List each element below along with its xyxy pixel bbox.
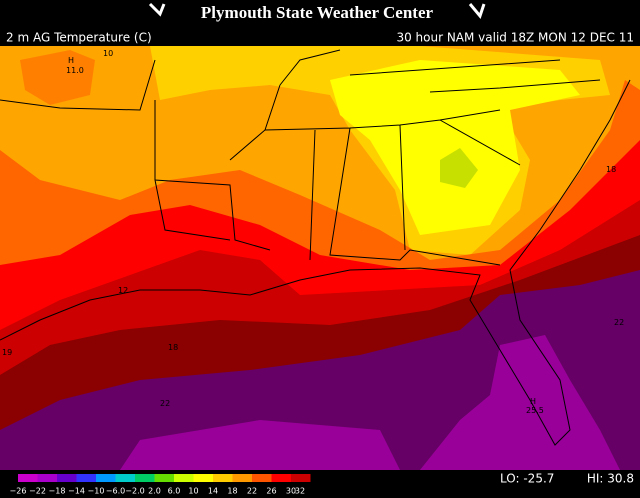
- colorbar-swatch: [135, 474, 155, 482]
- colorbar-label: 14: [208, 487, 218, 496]
- valid-label: 30 hour NAM valid 18Z MON 12 DEC 11: [396, 31, 634, 45]
- colorbar-swatch: [154, 474, 174, 482]
- field-warm: [20, 50, 95, 105]
- colorbar: −26 −22 −18 −14 −10 −6.0 −2.0 2.0 6.0 10 14 18 22 26 3…: [10, 474, 311, 496]
- contour-label: 18: [168, 343, 178, 352]
- contour-label: 22: [160, 399, 170, 408]
- contour-label: 12: [118, 286, 128, 295]
- title: Plymouth State Weather Center: [201, 3, 434, 22]
- colorbar-label: 30: [286, 487, 296, 496]
- colorbar-label: −22: [29, 487, 46, 496]
- colorbar-swatch: [193, 474, 213, 482]
- colorbar-label: 18: [227, 487, 237, 496]
- field-yellow: [330, 60, 580, 235]
- colorbar-swatch: [57, 474, 77, 482]
- colorbar-swatch: [96, 474, 116, 482]
- contour-label: 22: [614, 318, 624, 327]
- colorbar-label: −26: [10, 487, 27, 496]
- field-magenta: [120, 335, 620, 470]
- colorbar-swatch: [18, 474, 38, 482]
- colorbar-swatch: [252, 474, 272, 482]
- colorbar-label: 32: [295, 487, 305, 496]
- colorbar-label: 10: [188, 487, 198, 496]
- colorbar-label: −6.0: [106, 487, 125, 496]
- colorbar-swatch: [76, 474, 96, 482]
- logo: [148, 2, 486, 20]
- field-label: 2 m AG Temperature (C): [6, 31, 152, 45]
- coastline: [0, 79, 631, 446]
- colorbar-swatch: [37, 474, 57, 482]
- field-green: [440, 148, 478, 188]
- high-value: 11.0: [66, 66, 84, 75]
- colorbar-swatch: [213, 474, 233, 482]
- contour-label: 19: [2, 348, 12, 357]
- contour-label: 10: [103, 49, 113, 58]
- colorbar-swatch: [174, 474, 194, 482]
- colorbar-label: −10: [88, 487, 105, 496]
- colorbar-label: 2.0: [148, 487, 161, 496]
- high-value: 25.5: [526, 406, 544, 415]
- colorbar-label: −2.0: [125, 487, 144, 496]
- low-label: LO: -25.7: [500, 472, 554, 486]
- state-lines: [0, 49, 601, 266]
- high-marker: H: [530, 397, 536, 406]
- colorbar-label: 26: [266, 487, 276, 496]
- map: 10 H 11.0 18 12 18 19 22 22 H 25.5: [0, 46, 640, 470]
- high-marker: H: [68, 56, 74, 65]
- colorbar-swatch: [271, 474, 291, 482]
- colorbar-swatch: [115, 474, 135, 482]
- contour-label: 18: [606, 165, 616, 174]
- colorbar-swatch: [232, 474, 252, 482]
- high-label: HI: 30.8: [587, 472, 634, 486]
- colorbar-label: 6.0: [168, 487, 181, 496]
- colorbar-label: 22: [247, 487, 257, 496]
- colorbar-label: −14: [68, 487, 85, 496]
- colorbar-label: −18: [49, 487, 66, 496]
- colorbar-swatch: [291, 474, 311, 482]
